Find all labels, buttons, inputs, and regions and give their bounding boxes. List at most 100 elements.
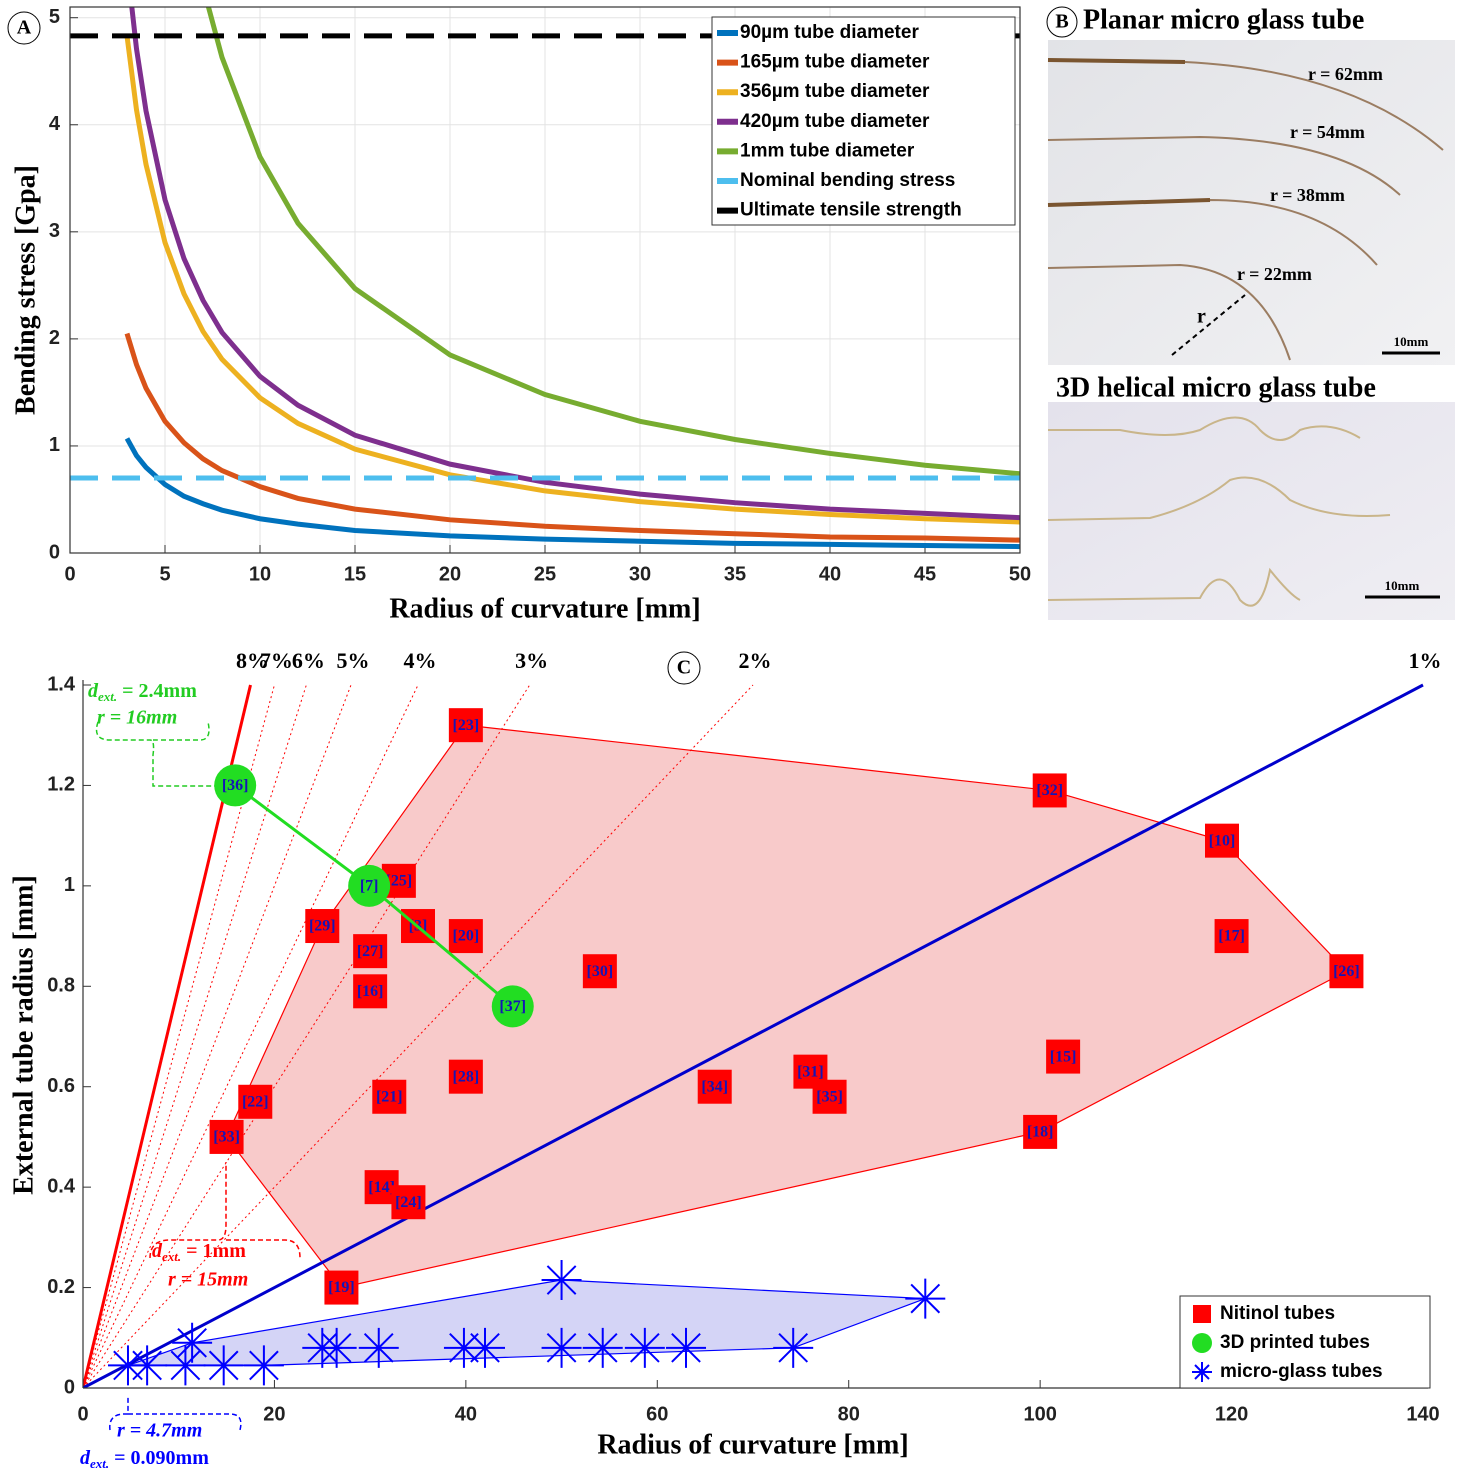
legend-label: Nitinol tubes [1220, 1303, 1335, 1324]
point [353, 934, 388, 969]
radius-arrow [1171, 294, 1246, 356]
point [243, 1345, 284, 1386]
point-label: [22] [242, 1093, 269, 1110]
point-label: [17] [1218, 928, 1245, 945]
panel-label: C [677, 657, 691, 679]
annotation-part: = 1mm [181, 1240, 246, 1262]
point [541, 1260, 582, 1301]
point-label: [31] [797, 1063, 824, 1080]
strain-label: 1% [1409, 648, 1442, 673]
point [348, 864, 391, 907]
y-axis-label: Bending stress [Gpa] [10, 165, 41, 415]
point [448, 708, 483, 743]
x-tick-label: 40 [455, 1403, 477, 1425]
point [165, 1345, 206, 1386]
point-label: [28] [453, 1068, 480, 1085]
x-tick-label: 10 [249, 563, 271, 585]
annotation-part: ext. [162, 1249, 181, 1264]
helical-tubes [1047, 416, 1391, 607]
y-tick-label: 0 [49, 541, 60, 563]
point-label: [34] [701, 1078, 728, 1095]
annotation-part: d [80, 1447, 91, 1468]
x-tick-label: 140 [1406, 1403, 1439, 1425]
annotation-part: ext. [98, 689, 117, 704]
annotation: dext. = 1mm [152, 1240, 246, 1264]
point-label: [35] [816, 1088, 843, 1105]
series-line [124, 35, 1020, 525]
point [624, 1327, 665, 1368]
strain-line [83, 684, 754, 1388]
point [773, 1327, 814, 1368]
x-tick-label: 0 [64, 563, 75, 585]
legend-label: 3D printed tubes [1220, 1332, 1370, 1353]
point [666, 1327, 706, 1368]
legend-label: 90µm tube diameter [740, 22, 919, 43]
strain-label: 4% [404, 648, 437, 673]
point [812, 1079, 847, 1114]
legend-swatch [1193, 1305, 1211, 1323]
x-tick-label: 120 [1215, 1403, 1248, 1425]
radius-symbol: r [1197, 306, 1206, 328]
point [1205, 823, 1239, 858]
radius-label: r = 54mm [1290, 122, 1365, 142]
legend-box [711, 16, 1016, 226]
panel-label: A [17, 17, 32, 39]
strain-line [83, 684, 531, 1388]
x-tick-label: 50 [1009, 563, 1031, 585]
point [448, 1059, 483, 1094]
x-tick-label: 45 [914, 563, 936, 585]
series-line [124, 332, 1020, 543]
point [448, 919, 483, 954]
radius-label: r = 22mm [1237, 264, 1312, 284]
y-tick-label: 0.4 [47, 1175, 76, 1197]
y-tick-label: 0 [64, 1376, 75, 1398]
panel-label-circle [7, 11, 41, 45]
point [214, 764, 257, 807]
point-label: [29] [309, 918, 336, 935]
annotation-part: d [152, 1240, 163, 1262]
x-tick-label: 40 [819, 563, 841, 585]
strain-line [83, 683, 1424, 1388]
strain-label: 2% [739, 648, 772, 673]
y-tick-label: 1.2 [47, 774, 75, 796]
point-label: [21] [376, 1088, 403, 1105]
x-tick-label: 60 [646, 1403, 668, 1425]
point-label: [15] [1050, 1048, 1077, 1065]
point-label: [18] [1027, 1124, 1054, 1141]
annotation-part: = 0.090mm [109, 1447, 209, 1468]
annotation-part: = 2.4mm [117, 680, 197, 702]
x-tick-label: 80 [838, 1403, 860, 1425]
point [905, 1278, 946, 1319]
point [697, 1069, 732, 1104]
plot-lines [70, 7, 1020, 550]
point [1329, 954, 1364, 989]
x-tick-label: 35 [724, 563, 746, 585]
legend-label: 1mm tube diameter [740, 140, 915, 161]
point-label: [30] [587, 963, 614, 980]
y-tick-label: 5 [49, 6, 60, 28]
point-label: [37] [499, 998, 526, 1015]
panel-label: B [1055, 11, 1068, 33]
scale-label: 10mm [1385, 578, 1420, 593]
point [391, 1185, 426, 1220]
point [209, 1119, 244, 1154]
annotation: r = 16mm [97, 707, 177, 729]
point-label: [14] [368, 1179, 395, 1196]
photo-title: Planar micro glass tube [1083, 4, 1364, 35]
point [316, 1327, 357, 1368]
x-tick-label: 15 [344, 563, 366, 585]
y-tick-label: 0.8 [47, 975, 75, 997]
x-tick-label: 25 [534, 563, 556, 585]
annotation: r = 4.7mm [117, 1420, 202, 1442]
legend-label: micro-glass tubes [1220, 1361, 1383, 1382]
y-axis-label: External tube radius [mm] [8, 875, 39, 1195]
y-tick-label: 3 [49, 220, 60, 242]
legend-box [1179, 1295, 1431, 1389]
x-axis-label: Radius of curvature [mm] [389, 593, 700, 624]
point-label: [27] [357, 943, 384, 960]
annotation-part: ext. [90, 1456, 109, 1468]
x-tick-label: 0 [77, 1403, 88, 1425]
x-axis-label: Radius of curvature [mm] [597, 1429, 908, 1460]
point [127, 1345, 168, 1386]
strain-lines [83, 683, 1424, 1388]
